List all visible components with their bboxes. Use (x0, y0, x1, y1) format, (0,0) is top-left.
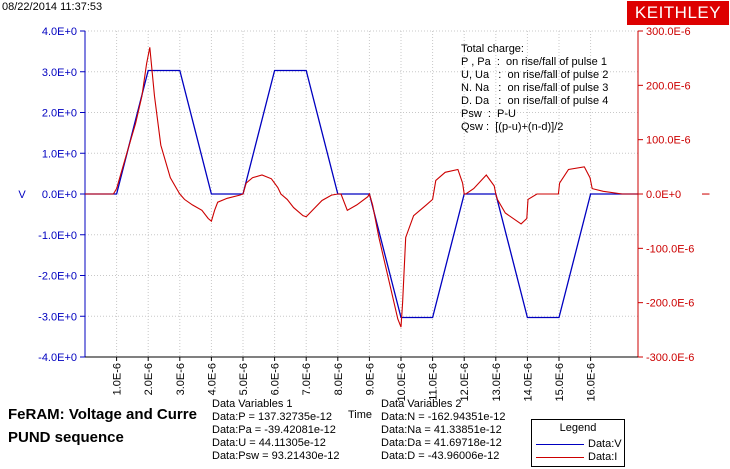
legend-swatch-current (536, 457, 584, 458)
timestamp: 08/22/2014 11:37:53 (2, 1, 103, 13)
chart-title: FeRAM: Voltage and Curre (8, 406, 197, 423)
right-tick-label: -300.0E-6 (646, 352, 694, 364)
variable-row: Data:U = 44.11305e-12 (212, 437, 326, 449)
chart-annotation-line: D. Da : on rise/fall of pulse 4 (461, 95, 608, 107)
x-axis-label: Time (348, 409, 373, 421)
right-tick-label: 200.0E-6 (646, 80, 691, 92)
x-tick-label: 11.0E-6 (428, 363, 440, 401)
left-tick-label: 0.0E+0 (42, 189, 77, 201)
right-tick-label: 100.0E-6 (646, 135, 691, 147)
x-tick-label: 1.0E-6 (112, 363, 124, 395)
variable-row: Data:N = -162.94351e-12 (381, 411, 506, 423)
left-tick-label: -1.0E+0 (38, 230, 77, 242)
variable-row: Data:Psw = 93.21430e-12 (212, 450, 340, 462)
variable-row: Data:Pa = -39.42081e-12 (212, 424, 336, 436)
x-tick-label: 10.0E-6 (396, 363, 408, 402)
keithley-logo: KEITHLEY (627, 1, 729, 25)
x-tick-label: 7.0E-6 (301, 363, 313, 395)
left-tick-label: -4.0E+0 (38, 352, 77, 364)
right-tick-label: -200.0E-6 (646, 298, 694, 310)
voltage-series-line (85, 69, 638, 319)
variables2-header: Data Variables 2 (381, 398, 462, 410)
chart-annotation-line: Total charge: (461, 43, 524, 55)
current-series-line (85, 47, 638, 328)
left-tick-label: 3.0E+0 (42, 67, 77, 79)
x-tick-label: 5.0E-6 (238, 363, 250, 395)
left-tick-label: 4.0E+0 (42, 26, 77, 38)
x-tick-label: 14.0E-6 (522, 363, 534, 402)
left-tick-label: 2.0E+0 (42, 108, 77, 120)
right-tick-label: -100.0E-6 (646, 243, 694, 255)
x-tick-label: 12.0E-6 (459, 363, 471, 402)
x-tick-label: 4.0E-6 (206, 363, 218, 395)
x-tick-label: 3.0E-6 (175, 363, 187, 395)
x-tick-label: 15.0E-6 (554, 363, 566, 402)
chart-annotation-line: U, Ua : on rise/fall of pulse 2 (461, 69, 608, 81)
legend-swatch-voltage (536, 444, 584, 445)
legend-item-current: Data:I (534, 451, 622, 463)
legend-label-current: Data:I (588, 451, 618, 463)
x-tick-label: 9.0E-6 (364, 363, 376, 395)
right-tick-label: 0.0E+0 (646, 189, 681, 201)
chart-subtitle: PUND sequence (8, 429, 124, 446)
left-tick-label: -3.0E+0 (38, 311, 77, 323)
legend-label-voltage: Data:V (588, 438, 622, 450)
x-tick-label: 16.0E-6 (586, 363, 598, 402)
left-tick-label: -2.0E+0 (38, 271, 77, 283)
x-tick-label: 6.0E-6 (270, 363, 282, 395)
variable-row: Data:Da = 41.69718e-12 (381, 437, 502, 449)
variables1-header: Data Variables 1 (212, 398, 293, 410)
chart-annotation-line: Qsw : [(p-u)+(n-d)]/2 (461, 121, 563, 133)
x-tick-label: 8.0E-6 (333, 363, 345, 395)
legend-title: Legend (559, 422, 597, 434)
variable-row: Data:P = 137.32735e-12 (212, 411, 332, 423)
left-axis-label: V (18, 189, 26, 201)
chart-annotation-line: Psw : P-U (461, 108, 516, 120)
x-tick-label: 2.0E-6 (143, 363, 155, 395)
right-tick-label: 300.0E-6 (646, 26, 691, 38)
left-tick-label: 1.0E+0 (42, 148, 77, 160)
chart-annotation-line: P , Pa : on rise/fall of pulse 1 (461, 56, 607, 68)
legend-item-voltage: Data:V (534, 438, 622, 450)
chart-annotation-line: N. Na : on rise/fall of pulse 3 (461, 82, 608, 94)
legend-box: Legend Data:V Data:I (531, 419, 625, 467)
right-axis-label: I (699, 192, 711, 195)
x-tick-label: 13.0E-6 (491, 363, 503, 402)
variable-row: Data:Na = 41.33851e-12 (381, 424, 502, 436)
variable-row: Data:D = -43.96006e-12 (381, 450, 500, 462)
